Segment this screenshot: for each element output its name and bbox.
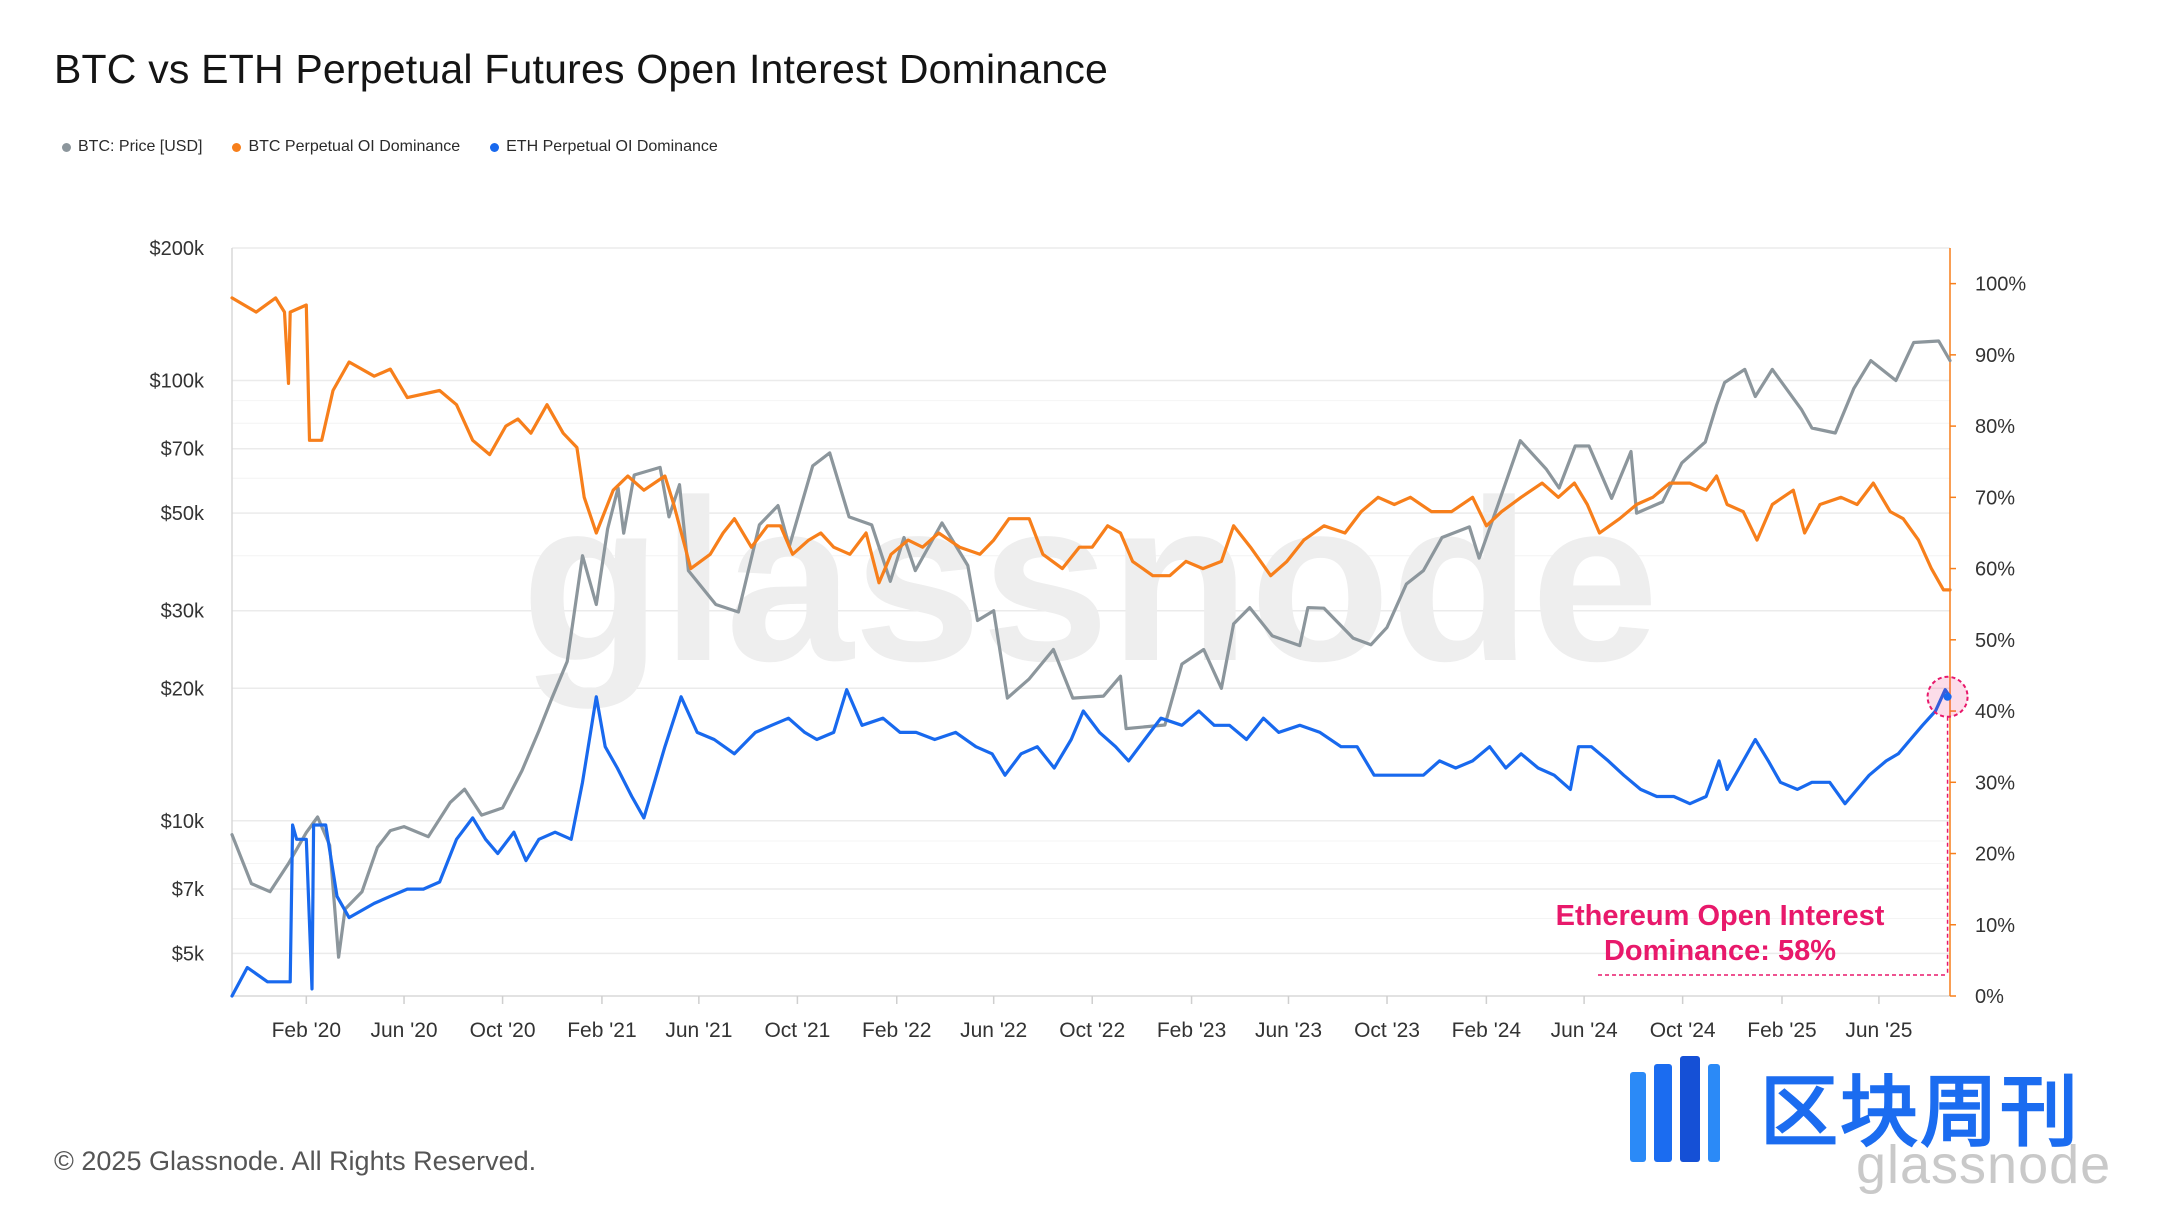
series-btc-price-line: [230, 339, 1952, 959]
legend-swatch-btc-oi: [232, 142, 242, 152]
right-tick-label: 100%: [1975, 274, 2026, 296]
left-tick-label: $10k: [161, 811, 205, 833]
legend-label-btc-price: BTC: Price [USD]: [78, 138, 203, 155]
grid-lines: [232, 247, 1950, 955]
left-tick-label: $5k: [172, 943, 205, 965]
right-tick-label: 40%: [1975, 701, 2015, 723]
series-btc-oi-dominance-line: [230, 296, 1952, 592]
brand-bars-icon: [1630, 1056, 1720, 1162]
x-tick-label: Feb '23: [1157, 1019, 1226, 1042]
x-tick-label: Jun '21: [665, 1019, 732, 1042]
left-tick-label: $200k: [150, 238, 205, 260]
left-tick-label: $20k: [161, 678, 205, 700]
x-tick-label: Oct '24: [1650, 1019, 1716, 1042]
right-axis-ticks: 0% 10% 20% 30% 40% 50% 60% 70% 80% 90% 100%: [1950, 274, 2026, 1008]
right-tick-label: 20%: [1975, 844, 2015, 866]
left-tick-label: $50k: [161, 503, 205, 525]
x-tick-label: Jun '22: [960, 1019, 1027, 1042]
right-tick-label: 70%: [1975, 487, 2015, 509]
x-tick-label: Oct '22: [1059, 1019, 1125, 1042]
x-tick-label: Jun '23: [1255, 1019, 1322, 1042]
x-tick-label: Feb '25: [1747, 1019, 1816, 1042]
brand-logo: 区块周刊 glassnode: [1626, 1044, 2126, 1195]
legend-item-btc-price[interactable]: BTC: Price [USD]: [62, 138, 202, 156]
left-tick-label: $100k: [150, 371, 205, 393]
right-tick-label: 80%: [1975, 416, 2015, 438]
x-tick-label: Oct '23: [1354, 1019, 1420, 1042]
left-axis-ticks: $5k $7k $10k $20k $30k $50k $70k $100k $200k: [150, 238, 205, 965]
legend-swatch-btc-price: [62, 142, 71, 152]
x-tick-label: Jun '20: [371, 1019, 438, 1042]
annotation-point: [1943, 692, 1952, 701]
right-tick-label: 10%: [1975, 915, 2015, 937]
left-tick-label: $70k: [161, 439, 205, 461]
copyright-footer: © 2025 Glassnode. All Rights Reserved.: [54, 1146, 537, 1176]
right-tick-label: 0%: [1975, 986, 2004, 1008]
annotation-label-line1: Ethereum Open Interest: [1556, 900, 1885, 932]
brand-chinese-name: 区块周刊: [1760, 1068, 2081, 1158]
legend-item-btc-oi[interactable]: BTC Perpetual OI Dominance: [232, 138, 460, 156]
legend-label-eth-oi: ETH Perpetual OI Dominance: [506, 138, 718, 155]
legend: BTC: Price [USD] BTC Perpetual OI Domina…: [62, 138, 718, 156]
chart-title: BTC vs ETH Perpetual Futures Open Intere…: [54, 46, 1109, 92]
right-tick-label: 30%: [1975, 772, 2015, 794]
x-tick-label: Jun '25: [1845, 1019, 1912, 1042]
brand-glassnode-text: glassnode: [1856, 1135, 2112, 1195]
legend-item-eth-oi[interactable]: ETH Perpetual OI Dominance: [490, 138, 718, 156]
x-tick-label: Oct '20: [470, 1019, 536, 1042]
x-tick-label: Jun '24: [1551, 1019, 1618, 1042]
right-tick-label: 90%: [1975, 345, 2015, 367]
x-axis-ticks: Feb '20 Jun '20 Oct '20 Feb '21 Jun '21 Oct '…: [272, 996, 1912, 1042]
x-tick-label: Feb '24: [1452, 1019, 1522, 1042]
right-tick-label: 50%: [1975, 630, 2015, 652]
x-tick-label: Feb '20: [272, 1019, 341, 1042]
left-tick-label: $30k: [161, 601, 205, 623]
legend-swatch-eth-oi: [490, 142, 500, 152]
legend-label-btc-oi: BTC Perpetual OI Dominance: [248, 138, 461, 155]
right-tick-label: 60%: [1975, 559, 2015, 581]
annotation-label-line2: Dominance: 58%: [1604, 935, 1836, 967]
watermark-text: glassnode: [521, 452, 1659, 709]
x-tick-label: Oct '21: [764, 1019, 830, 1042]
x-tick-label: Feb '21: [567, 1019, 636, 1042]
left-tick-label: $7k: [172, 879, 205, 901]
x-tick-label: Feb '22: [862, 1019, 931, 1042]
series-eth-oi-dominance-line: [230, 688, 1952, 998]
